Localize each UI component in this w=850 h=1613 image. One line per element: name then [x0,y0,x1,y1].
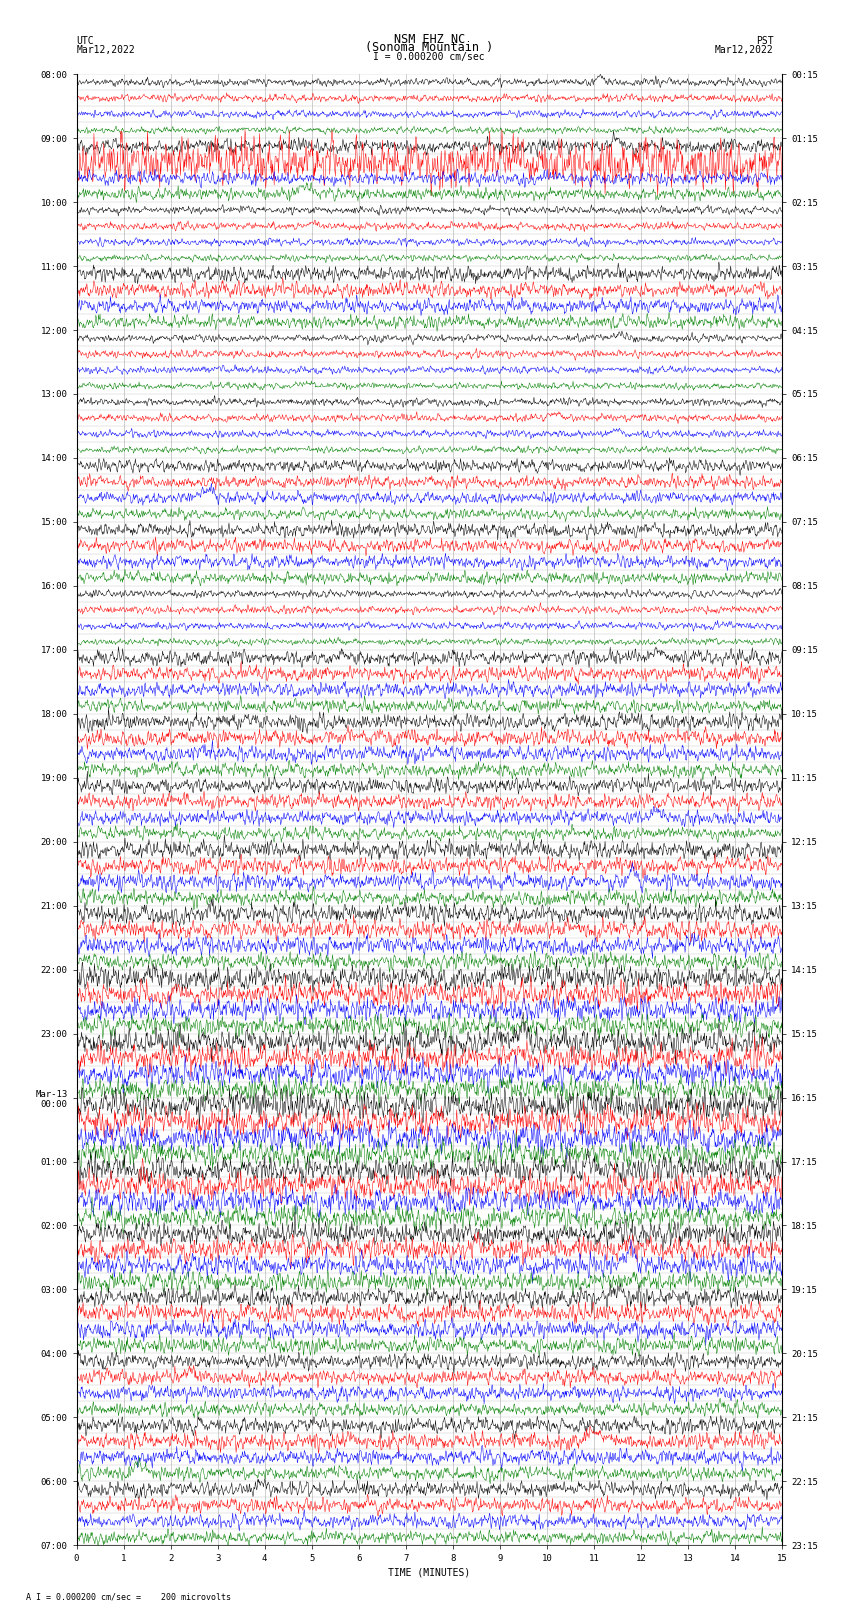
Text: Mar12,2022: Mar12,2022 [715,45,774,55]
Text: UTC: UTC [76,35,94,45]
Text: (Sonoma Mountain ): (Sonoma Mountain ) [366,40,493,53]
Text: Mar12,2022: Mar12,2022 [76,45,135,55]
Text: PST: PST [756,35,774,45]
Text: A I = 0.000200 cm/sec =    200 microvolts: A I = 0.000200 cm/sec = 200 microvolts [26,1592,230,1602]
X-axis label: TIME (MINUTES): TIME (MINUTES) [388,1568,470,1578]
Text: NSM EHZ NC: NSM EHZ NC [394,32,465,45]
Text: I = 0.000200 cm/sec: I = 0.000200 cm/sec [373,52,485,63]
